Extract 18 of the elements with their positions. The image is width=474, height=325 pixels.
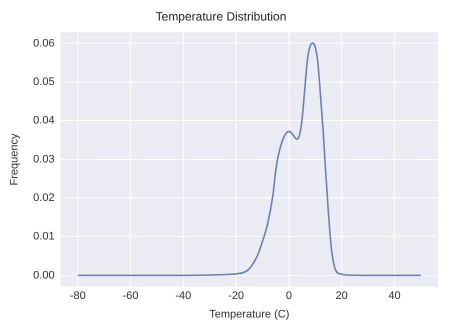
y-tick-label: 0.00 — [33, 269, 55, 282]
y-tick-label: 0.05 — [33, 76, 55, 88]
y-tick-label: 0.01 — [33, 230, 55, 243]
chart-title: Temperature Distribution — [156, 10, 286, 24]
x-tick-label: 0 — [286, 290, 292, 302]
y-axis-title: Frequency — [8, 133, 21, 186]
x-tick-label: 40 — [388, 290, 401, 302]
x-tick-label: -40 — [175, 290, 192, 302]
y-tick-label: 0.03 — [33, 153, 55, 166]
x-tick-label: 20 — [336, 290, 348, 302]
y-tick-label: 0.04 — [33, 114, 55, 127]
y-tick-label: 0.02 — [33, 192, 55, 204]
x-tick-label: -80 — [70, 290, 86, 302]
x-tick-label: -20 — [228, 290, 244, 302]
y-tick-label: 0.06 — [33, 37, 55, 50]
x-axis-title: Temperature (C) — [209, 308, 290, 320]
x-tick-label: -60 — [122, 290, 138, 302]
line-series — [76, 42, 422, 276]
